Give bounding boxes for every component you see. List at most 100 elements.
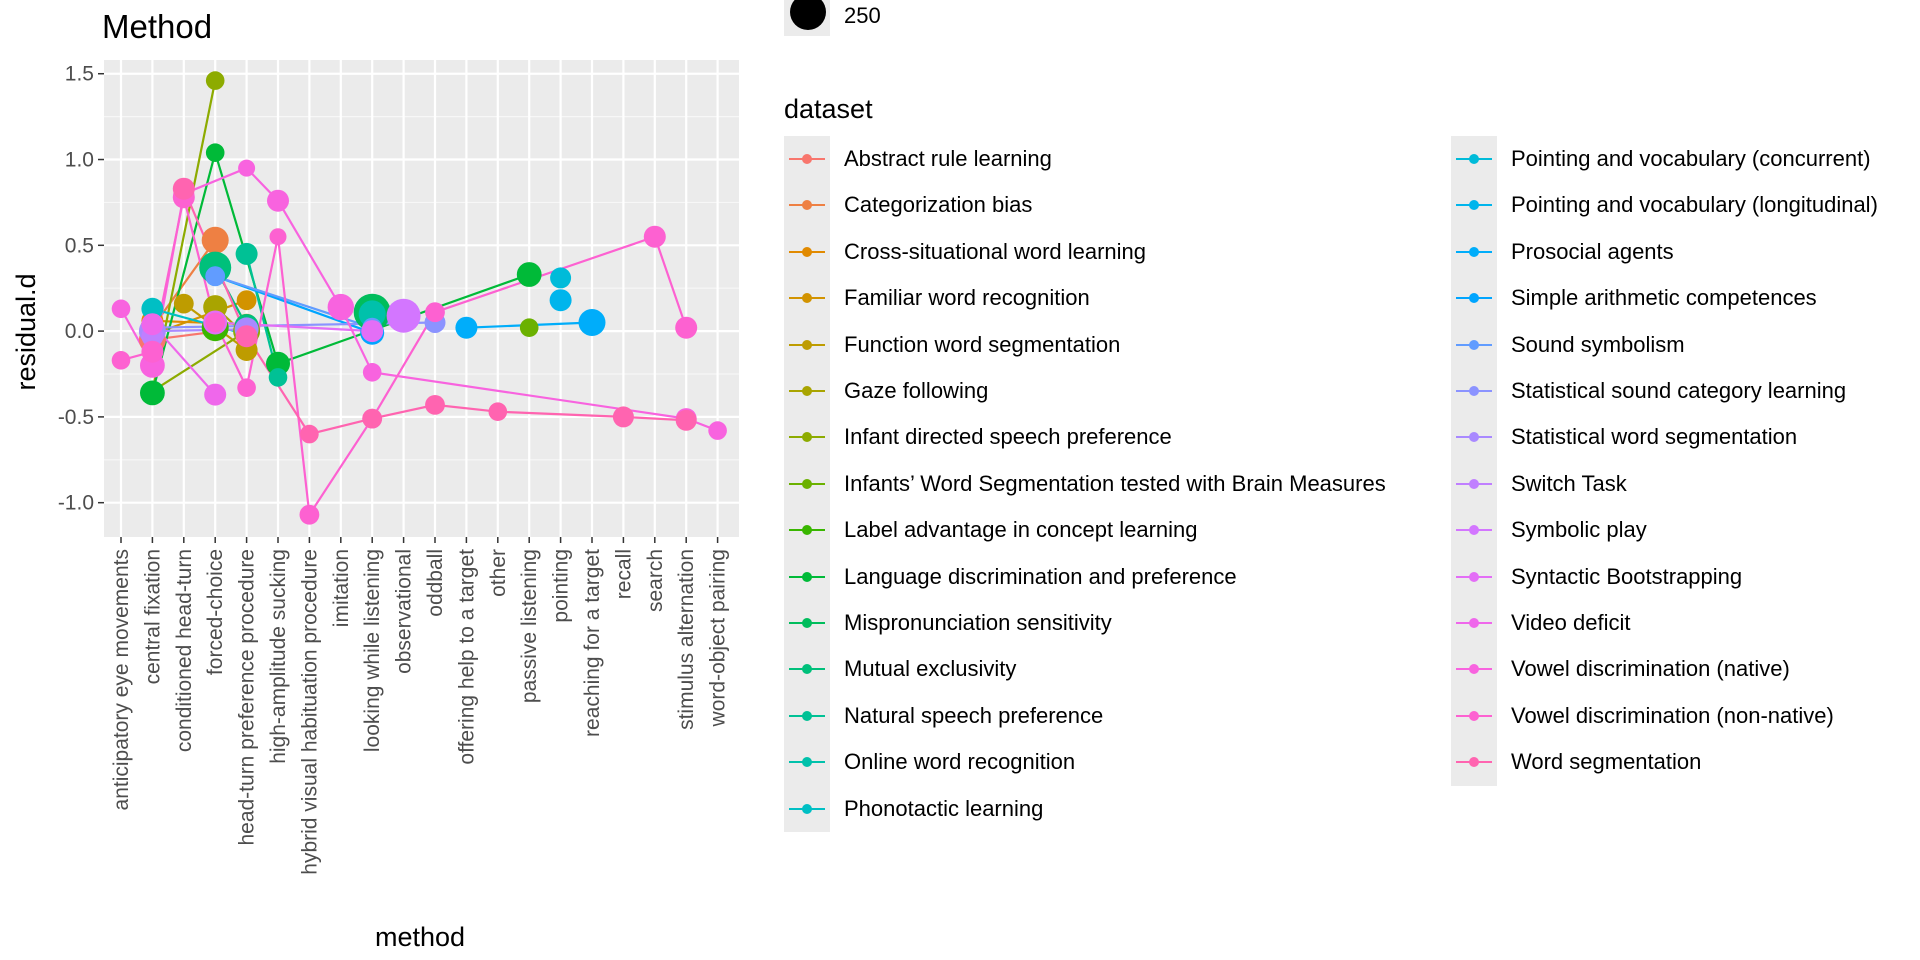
legend-key-dot	[1469, 618, 1479, 628]
legend-key-dot	[802, 571, 812, 582]
legend-key-dot	[1469, 200, 1479, 211]
legend-key	[784, 507, 830, 553]
data-point	[172, 177, 195, 200]
x-tick-label: hybrid visual habituation procedure	[298, 549, 321, 875]
legend-label: Word segmentation	[1511, 749, 1702, 775]
legend-key	[784, 646, 830, 692]
data-point	[141, 297, 164, 320]
legend-key-dot	[802, 710, 812, 721]
data-point	[205, 71, 225, 90]
data-point	[173, 293, 194, 314]
legend-key-dot	[1469, 478, 1479, 489]
data-point	[549, 289, 572, 312]
x-axis-title: method	[375, 922, 465, 952]
x-tick-label: oddball	[424, 549, 447, 617]
y-axis-title: residual.d	[11, 273, 41, 390]
legend-key	[784, 461, 830, 507]
legend-label: Abstract rule learning	[844, 146, 1052, 171]
data-point	[578, 309, 606, 336]
legend-key	[1451, 554, 1497, 600]
legend-label: Cross-situational word learning	[844, 238, 1147, 264]
legend-key	[1451, 693, 1497, 739]
legend-key-dot	[1469, 432, 1479, 443]
legend-label: Vowel discrimination (non-native)	[1511, 702, 1834, 728]
legend-key	[784, 368, 830, 414]
legend-key-dot	[802, 432, 812, 443]
x-tick-label: observational	[393, 549, 416, 674]
x-tick-label: reaching for a target	[581, 549, 604, 737]
legend-key	[784, 554, 830, 600]
y-tick-label: -1.0	[58, 492, 94, 515]
data-point	[205, 143, 225, 162]
legend-label: Infant directed speech preference	[844, 424, 1172, 450]
data-point	[675, 409, 697, 431]
legend-key-dot	[1469, 293, 1479, 304]
x-tick-label: central fixation	[141, 549, 164, 684]
data-point	[519, 318, 539, 338]
legend-key-dot	[802, 246, 812, 257]
legend-key	[1451, 461, 1497, 507]
data-point	[425, 302, 445, 323]
x-tick-label: anticipatory eye movements	[110, 549, 133, 810]
data-point	[299, 504, 320, 525]
legend-key	[784, 322, 830, 368]
legend-key-dot	[802, 525, 812, 536]
data-point	[488, 402, 508, 422]
legend-key-dot	[1469, 386, 1479, 396]
legend: 250 dataset Abstract rule learning Catego…	[784, 0, 1920, 960]
y-tick-label: 1.0	[65, 149, 94, 172]
legend-key-dot	[1469, 339, 1479, 350]
data-point	[708, 421, 727, 440]
data-point	[141, 340, 164, 363]
x-tick-label: head-turn preference procedure	[236, 549, 259, 846]
x-tick-label: conditioned head-turn	[173, 549, 196, 752]
data-point	[362, 408, 383, 429]
size-legend-key	[784, 0, 830, 36]
legend-key-dot	[802, 478, 812, 489]
legend-key-dot	[1469, 154, 1479, 164]
legend-key	[784, 136, 830, 182]
data-point	[266, 351, 290, 376]
x-tick-label: other	[487, 549, 510, 597]
x-tick-label: looking while listening	[361, 549, 384, 752]
legend-label: Natural speech preference	[844, 702, 1104, 728]
data-point	[425, 395, 445, 415]
legend-label: Phonotactic learning	[844, 795, 1044, 821]
series-points	[111, 71, 727, 525]
legend-key-dot	[802, 618, 812, 628]
data-point	[361, 320, 384, 343]
legend-key	[784, 600, 830, 646]
legend-label: Prosocial agents	[1511, 238, 1674, 264]
series-line	[152, 328, 247, 333]
legend-key	[1451, 275, 1497, 321]
legend-column-1: Abstract rule learning Categorization bia…	[784, 136, 1386, 832]
legend-column-2: Pointing and vocabulary (concurrent) Poin…	[1451, 136, 1878, 786]
data-point	[237, 378, 256, 398]
x-tick-label: forced-choice	[204, 549, 227, 675]
legend-label: Online word recognition	[844, 749, 1076, 775]
legend-key	[784, 182, 830, 228]
data-point	[516, 262, 542, 287]
legend-key-dot	[1469, 710, 1479, 721]
x-tick-label: search	[644, 549, 667, 612]
size-legend-dot	[790, 0, 826, 30]
data-point	[612, 406, 634, 428]
legend-key-dot	[1469, 757, 1479, 768]
data-point	[236, 290, 257, 311]
x-tick-label: offering help to a target	[455, 549, 478, 765]
data-point	[141, 313, 164, 336]
legend-label: Mutual exclusivity	[844, 656, 1017, 682]
data-point	[205, 266, 226, 287]
data-point	[300, 424, 319, 444]
y-axis-ticks: 1.5 1.0 0.5 0.0 -0.5 -1.0	[58, 63, 104, 515]
legend-key-dot	[802, 200, 812, 211]
chart-title: Method	[102, 8, 212, 45]
legend-key	[784, 414, 830, 460]
data-point	[238, 159, 256, 177]
legend-key-dot	[1469, 525, 1479, 536]
data-point	[204, 383, 227, 406]
x-tick-label: high-amplitude sucking	[267, 549, 290, 764]
legend-key-dot	[802, 664, 812, 675]
legend-label: Symbolic play	[1511, 517, 1647, 543]
